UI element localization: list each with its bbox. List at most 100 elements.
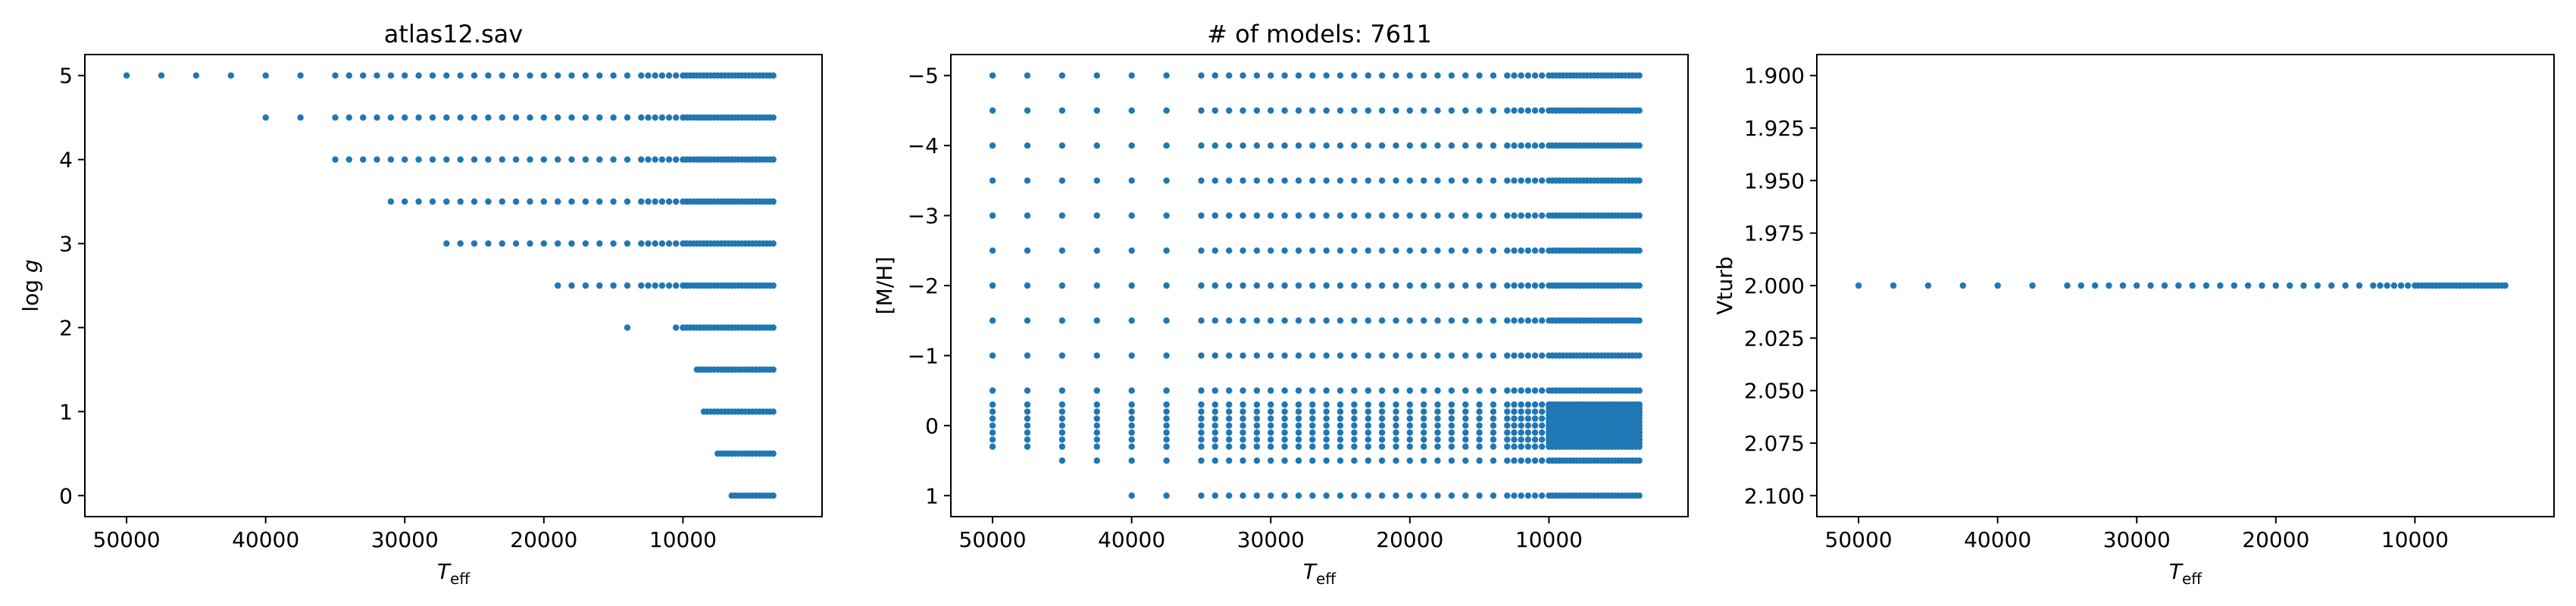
- data-point: [673, 324, 680, 331]
- data-point: [1462, 429, 1469, 436]
- data-point: [1093, 422, 1101, 429]
- data-point: [989, 443, 996, 450]
- data-point: [610, 156, 617, 163]
- data-point: [1393, 401, 1399, 408]
- data-point: [1309, 436, 1316, 443]
- data-point: [1393, 177, 1399, 184]
- data-point: [1253, 317, 1261, 324]
- data-point: [1421, 247, 1427, 254]
- data-point: [1253, 429, 1261, 436]
- data-point: [1476, 492, 1483, 499]
- data-point: [1406, 457, 1414, 464]
- data-point: [1490, 387, 1497, 394]
- data-point: [470, 156, 478, 163]
- data-point: [1365, 212, 1372, 219]
- data-point: [1490, 72, 1497, 79]
- data-point: [1309, 212, 1316, 219]
- data-point: [1163, 212, 1170, 219]
- data-point: [1295, 352, 1302, 359]
- data-point: [1406, 212, 1414, 219]
- data-point: [1240, 443, 1246, 450]
- data-point: [1198, 317, 1205, 324]
- data-point: [1462, 317, 1469, 324]
- data-point: [1253, 408, 1261, 415]
- data-point: [1058, 177, 1066, 184]
- data-point: [1128, 457, 1135, 464]
- data-point: [2134, 282, 2140, 289]
- data-point: [989, 107, 996, 114]
- data-point: [1226, 408, 1233, 415]
- data-point: [429, 198, 436, 205]
- data-point: [1323, 317, 1330, 324]
- x-tick-label: 30000: [2103, 527, 2171, 552]
- data-point: [1336, 443, 1344, 450]
- data-point: [1336, 401, 1344, 408]
- data-point: [1226, 429, 1233, 436]
- data-point: [2106, 282, 2112, 289]
- data-point: [1128, 408, 1135, 415]
- data-point: [1268, 443, 1274, 450]
- data-point: [1393, 436, 1399, 443]
- data-point: [1323, 422, 1330, 429]
- data-point: [1406, 422, 1414, 429]
- x-tick-label: 40000: [1964, 527, 2031, 552]
- data-point: [1365, 401, 1372, 408]
- data-point: [1504, 415, 1511, 422]
- data-point: [485, 240, 492, 247]
- data-point: [1531, 408, 1539, 415]
- data-point: [1351, 429, 1358, 436]
- data-point: [1462, 422, 1469, 429]
- data-point: [1421, 282, 1427, 289]
- data-point: [596, 156, 603, 163]
- data-point: [1504, 457, 1511, 464]
- data-point: [1128, 212, 1135, 219]
- data-point: [1434, 422, 1441, 429]
- data-point: [1490, 352, 1497, 359]
- data-point: [1531, 247, 1539, 254]
- data-point: [457, 72, 464, 79]
- data-point: [1524, 72, 1532, 79]
- data-point: [1378, 401, 1386, 408]
- data-point: [1434, 317, 1441, 324]
- data-point: [658, 72, 666, 79]
- data-point: [1636, 72, 1643, 79]
- data-point: [1406, 107, 1414, 114]
- data-point: [2175, 282, 2182, 289]
- data-point: [1128, 401, 1135, 408]
- data-point: [568, 198, 575, 205]
- data-point: [1448, 415, 1455, 422]
- data-point: [1378, 422, 1386, 429]
- data-point: [610, 198, 617, 205]
- data-point: [2119, 282, 2127, 289]
- data-point: [512, 198, 520, 205]
- data-point: [1093, 415, 1101, 422]
- data-point: [673, 156, 680, 163]
- data-point: [1406, 415, 1414, 422]
- data-point: [1253, 282, 1261, 289]
- data-point: [1268, 352, 1274, 359]
- data-point: [624, 156, 631, 163]
- data-point: [1490, 429, 1497, 436]
- data-point: [1518, 282, 1524, 289]
- x-tick-label: 20000: [1376, 527, 1443, 552]
- data-point: [638, 72, 645, 79]
- data-point: [1336, 415, 1344, 422]
- data-point: [645, 198, 652, 205]
- data-point: [1281, 317, 1288, 324]
- data-point: [1434, 429, 1441, 436]
- data-point: [1295, 387, 1302, 394]
- data-point: [610, 72, 617, 79]
- data-point: [1211, 415, 1219, 422]
- data-point: [1448, 317, 1455, 324]
- data-point: [1253, 422, 1261, 429]
- data-point: [1211, 443, 1219, 450]
- data-point: [989, 352, 996, 359]
- data-point: [1421, 401, 1427, 408]
- data-point: [374, 72, 380, 79]
- data-point: [1524, 401, 1532, 408]
- data-point: [1448, 282, 1455, 289]
- data-point: [1518, 408, 1524, 415]
- data-point: [665, 72, 673, 79]
- data-point: [1378, 457, 1386, 464]
- data-point: [499, 198, 505, 205]
